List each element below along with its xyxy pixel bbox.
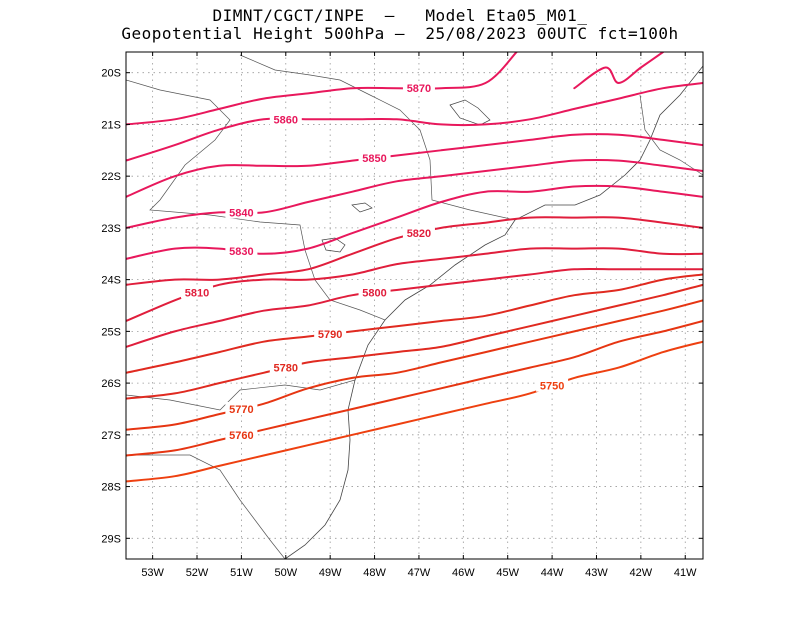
contour-label: 5810 bbox=[185, 288, 209, 300]
lat-tick-label: 23S bbox=[101, 223, 121, 235]
contour-label-bg bbox=[225, 244, 258, 258]
contour-label-bg bbox=[314, 326, 347, 340]
contour-label-layer: 5870 5860 5850 5840 5830 5820 5810 5800 5790 5780… bbox=[181, 81, 569, 442]
state-border bbox=[126, 379, 356, 411]
contour-label: 5750 bbox=[540, 381, 564, 393]
lat-tick-label: 25S bbox=[101, 326, 121, 338]
state-border bbox=[239, 54, 516, 221]
state-border bbox=[126, 454, 286, 559]
lat-tick-label: 20S bbox=[101, 68, 121, 80]
lat-tick-label: 29S bbox=[101, 533, 121, 545]
contour-label: 5780 bbox=[274, 363, 298, 375]
lake-shape bbox=[321, 237, 346, 253]
lat-tick-label: 27S bbox=[101, 430, 121, 442]
contour-line-5750 bbox=[126, 340, 703, 483]
contour-label: 5830 bbox=[229, 246, 253, 258]
contour-line-5810 bbox=[126, 247, 703, 322]
lon-tick-label: 43W bbox=[585, 567, 608, 579]
contour-label: 5820 bbox=[407, 228, 431, 240]
contour-label-bg bbox=[269, 360, 302, 374]
contour-layer bbox=[126, 52, 703, 483]
lon-tick-label: 51W bbox=[230, 567, 253, 579]
lon-tick-label: 49W bbox=[319, 567, 342, 579]
state-border bbox=[126, 79, 386, 321]
contour-line-5760 bbox=[126, 320, 703, 457]
lat-tick-label: 21S bbox=[101, 119, 121, 131]
contour-line-5870 bbox=[126, 52, 518, 126]
lon-tick-label: 42W bbox=[630, 567, 653, 579]
contour-label-bg bbox=[225, 205, 258, 219]
contour-label: 5840 bbox=[229, 207, 253, 219]
lon-tick-label: 41W bbox=[674, 567, 697, 579]
contour-label: 5860 bbox=[274, 114, 298, 126]
chart-title-line-2: Geopotential Height 500hPa – 25/08/2023 … bbox=[121, 24, 679, 43]
contour-label-bg bbox=[269, 112, 302, 126]
contour-label: 5800 bbox=[362, 288, 386, 300]
lon-tick-label: 53W bbox=[141, 567, 164, 579]
contour-line-5800 bbox=[126, 267, 703, 348]
axis-layer: 20S 21S 22S 23S 24S 25S 26S 27S 28S 29S 53W 52W 51W 5… bbox=[101, 52, 703, 579]
lat-tick-label: 28S bbox=[101, 482, 121, 494]
plot-frame bbox=[125, 51, 704, 560]
lon-tick-label: 52W bbox=[186, 567, 209, 579]
contour-line-5790 bbox=[126, 273, 703, 374]
coastline-layer bbox=[126, 54, 703, 559]
lon-tick-label: 48W bbox=[363, 567, 386, 579]
contour-label-bg bbox=[358, 285, 391, 299]
grid-lines bbox=[126, 52, 703, 559]
contour-label-bg bbox=[181, 285, 214, 299]
lat-tick-label: 26S bbox=[101, 378, 121, 390]
state-border bbox=[639, 94, 703, 176]
contour-label-bg bbox=[536, 378, 569, 392]
contour-line-5840 bbox=[126, 159, 703, 229]
contour-label-bg bbox=[225, 401, 258, 415]
contour-line-5830 bbox=[126, 184, 703, 260]
contour-label: 5870 bbox=[407, 83, 431, 95]
contour-label-bg bbox=[358, 151, 391, 165]
contour-line-5870 bbox=[573, 52, 665, 90]
lat-tick-label: 22S bbox=[101, 171, 121, 183]
chart-title-line-1: DIMNT/CGCT/INPE – Model Eta05_M01_ bbox=[212, 6, 588, 25]
contour-label: 5850 bbox=[362, 153, 386, 165]
coastline bbox=[284, 65, 703, 559]
contour-line-5780 bbox=[126, 283, 703, 400]
lake-shape bbox=[449, 99, 491, 126]
contour-label-bg bbox=[402, 226, 435, 240]
lon-tick-label: 50W bbox=[274, 567, 297, 579]
contour-label: 5760 bbox=[229, 430, 253, 442]
lat-tick-label: 24S bbox=[101, 275, 121, 287]
contour-label-bg bbox=[225, 427, 258, 441]
contour-label: 5770 bbox=[229, 404, 253, 416]
lon-tick-label: 47W bbox=[408, 567, 431, 579]
contour-line-5850 bbox=[126, 133, 703, 198]
lon-tick-label: 44W bbox=[541, 567, 564, 579]
contour-line-5860 bbox=[126, 82, 703, 162]
lon-tick-label: 45W bbox=[496, 567, 519, 579]
contour-line-5770 bbox=[126, 299, 703, 431]
lon-tick-label: 46W bbox=[452, 567, 475, 579]
contour-label: 5790 bbox=[318, 329, 342, 341]
lake-shape bbox=[351, 202, 373, 213]
contour-label-bg bbox=[402, 81, 435, 95]
